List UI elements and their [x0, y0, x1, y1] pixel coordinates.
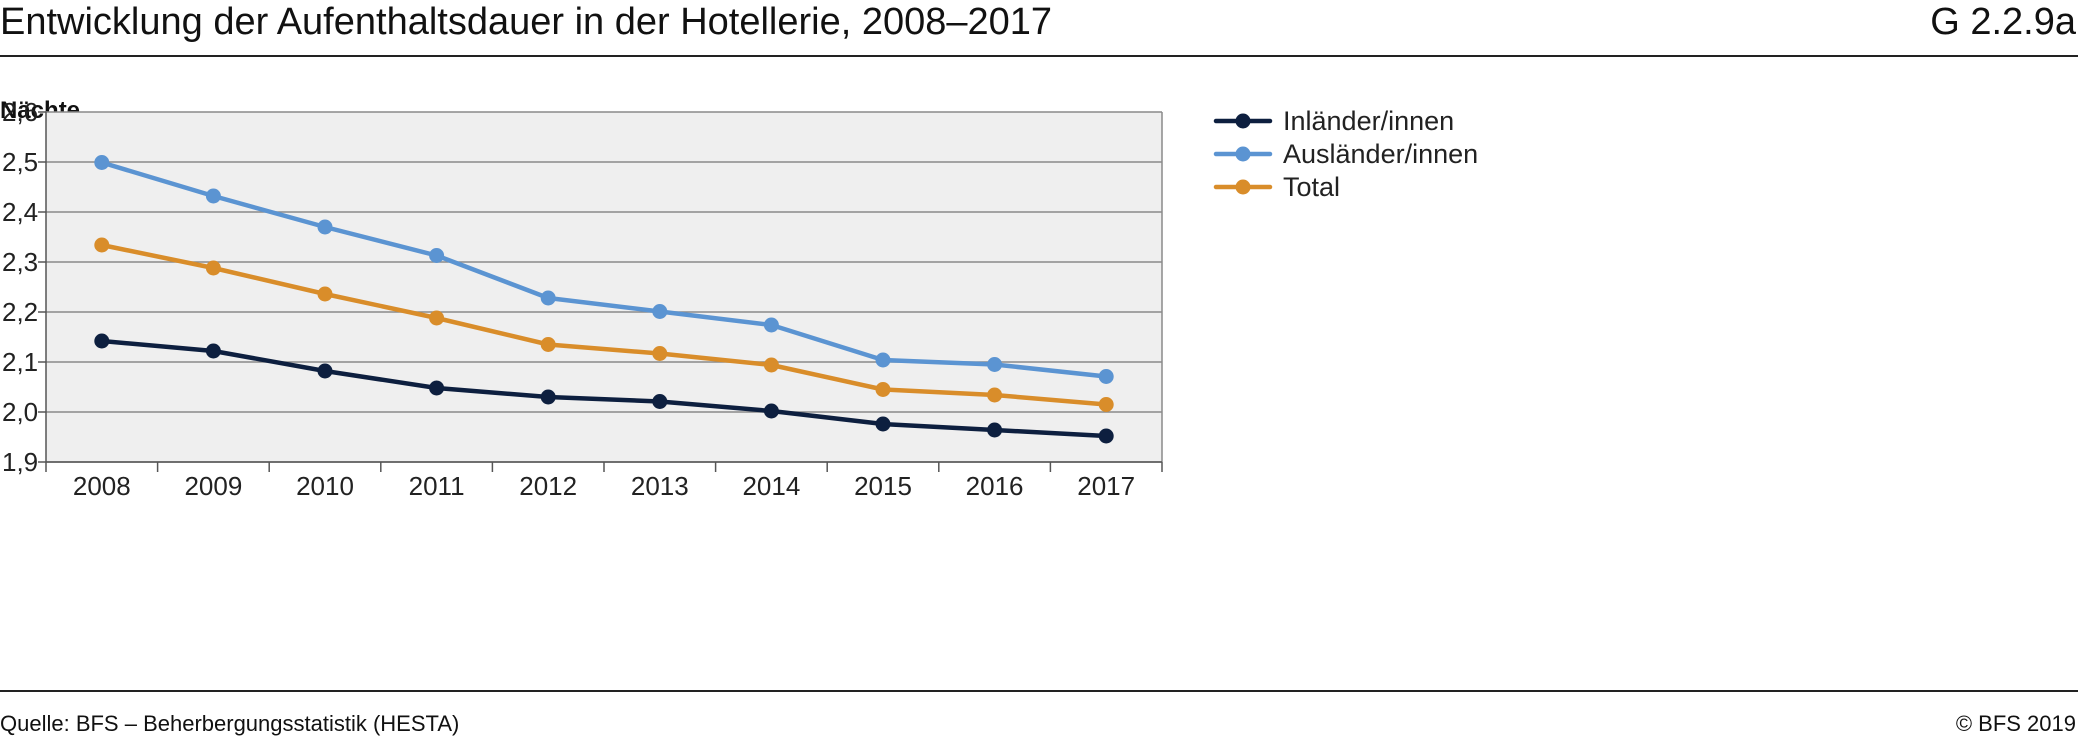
- legend-swatch-marker: [1235, 113, 1251, 129]
- data-point: [987, 387, 1003, 403]
- series-line: [99, 160, 1109, 379]
- data-point: [540, 389, 556, 405]
- series-line: [99, 338, 1109, 439]
- y-tick-label: 2,2: [2, 297, 38, 327]
- chart-title: Entwicklung der Aufenthaltsdauer in der …: [0, 1, 1053, 43]
- series-ausl-nder-innen: [94, 155, 1114, 384]
- x-tick-label: 2011: [409, 471, 465, 501]
- x-tick-label: 2009: [184, 471, 242, 501]
- y-tick-label: 2,3: [2, 247, 38, 277]
- data-point: [1098, 428, 1114, 444]
- data-point: [94, 333, 110, 349]
- data-point: [987, 357, 1003, 372]
- data-point: [94, 237, 110, 253]
- source-note: Quelle: BFS – Beherbergungsstatistik (HE…: [0, 711, 460, 736]
- y-tick-label: 2,1: [2, 347, 38, 377]
- legend-item: Ausländer/innen: [1213, 139, 1478, 169]
- y-tick-label: 1,9: [2, 447, 38, 477]
- x-tick-label: 2016: [966, 471, 1024, 501]
- data-point: [429, 310, 445, 326]
- x-tick-label: 2015: [854, 471, 912, 501]
- copyright-note: © BFS 2019: [1955, 711, 2076, 736]
- data-point: [1098, 369, 1114, 384]
- legend-swatch-marker: [1235, 179, 1251, 195]
- data-point: [205, 188, 221, 204]
- data-point: [763, 403, 779, 419]
- legend-label: Ausländer/innen: [1283, 139, 1478, 169]
- y-tick-label: 2,5: [2, 147, 38, 177]
- top-rule: [0, 55, 2078, 57]
- data-point: [763, 317, 779, 333]
- y-tick-label: 2,6: [2, 97, 38, 127]
- legend-label: Total: [1283, 172, 1340, 202]
- axes: 1,9 2,0 2,1 2,2 2,3 2,4 2,5 2,6 2008 2009 2010 2011…: [2, 97, 1163, 501]
- data-point: [1098, 397, 1114, 412]
- x-tick-label: 2017: [1077, 471, 1135, 501]
- bottom-rule: [0, 690, 2078, 692]
- data-point: [652, 394, 668, 409]
- data-point: [875, 416, 891, 432]
- x-tick-label: 2012: [519, 471, 577, 501]
- x-tick-label: 2013: [631, 471, 689, 501]
- legend-label: Inländer/innen: [1283, 106, 1454, 136]
- data-point: [875, 352, 891, 368]
- y-tick-label: 2,4: [2, 197, 38, 227]
- x-tick-label: 2008: [73, 471, 131, 501]
- x-tick-label: 2014: [742, 471, 800, 501]
- data-point: [763, 357, 779, 373]
- legend-item: Total: [1213, 172, 1340, 202]
- legend-item: Inländer/innen: [1213, 106, 1454, 136]
- x-tick-label: 2010: [296, 471, 354, 501]
- data-point: [540, 337, 556, 352]
- plot-area: [46, 112, 1162, 462]
- series-group: [94, 155, 1114, 444]
- data-point: [317, 363, 333, 379]
- data-point: [317, 286, 333, 302]
- data-point: [652, 304, 668, 319]
- series-inl-nder-innen: [94, 333, 1114, 444]
- data-point: [652, 346, 668, 361]
- data-point: [429, 248, 445, 263]
- chart-id: G 2.2.9a: [1930, 1, 2076, 43]
- series-total: [94, 237, 1114, 412]
- series-line: [99, 242, 1109, 407]
- data-point: [205, 260, 221, 276]
- data-point: [429, 380, 445, 396]
- data-point: [205, 343, 221, 359]
- data-point: [987, 422, 1003, 438]
- y-tick-label: 2,0: [2, 397, 38, 427]
- data-point: [317, 219, 333, 235]
- data-point: [94, 155, 110, 170]
- data-point: [875, 382, 891, 397]
- legend-swatch-marker: [1235, 146, 1251, 162]
- data-point: [540, 290, 556, 306]
